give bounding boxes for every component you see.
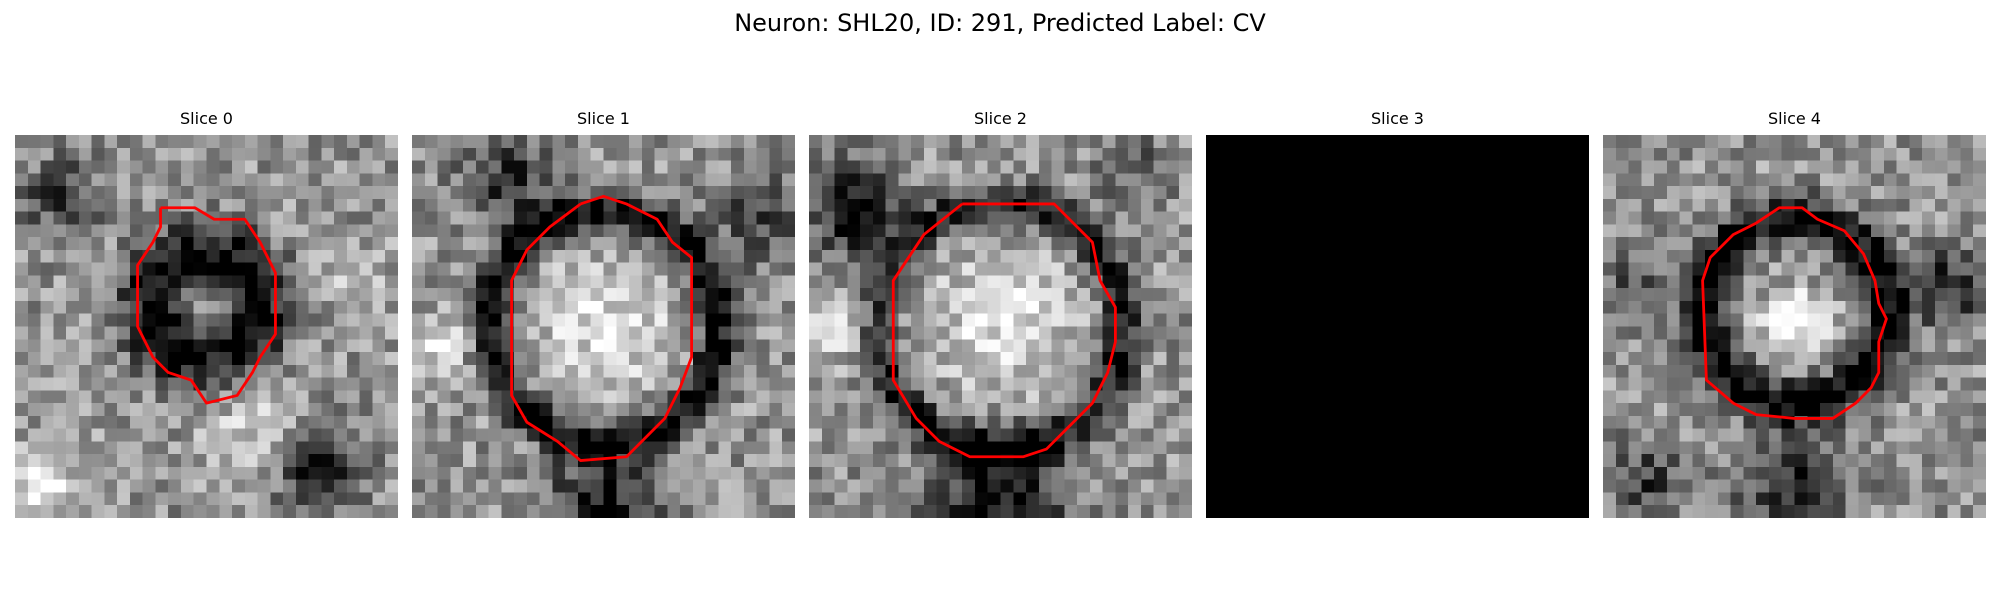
slice-panel-2: Slice 2 [809,108,1192,518]
slice-image-0 [15,135,398,518]
blank-slice [1206,135,1589,518]
slice-pixels-2 [809,135,1192,518]
slice-title-3: Slice 3 [1371,109,1424,128]
slice-pixels-0 [15,135,398,518]
slice-image-4 [1603,135,1986,518]
slice-pixels-4 [1603,135,1986,518]
slice-image-3 [1206,135,1589,518]
slice-panel-0: Slice 0 [15,108,398,518]
slice-title-4: Slice 4 [1768,109,1821,128]
slice-pixels-3 [1206,135,1589,518]
segmentation-contour-0 [136,206,277,405]
slice-panel-1: Slice 1 [412,108,795,518]
slice-image-1 [412,135,795,518]
slice-image-2 [809,135,1192,518]
slice-pixels-1 [412,135,795,518]
segmentation-contour-4 [1701,206,1888,420]
slice-title-2: Slice 2 [974,109,1027,128]
figure-title: Neuron: SHL20, ID: 291, Predicted Label:… [734,9,1266,37]
slice-title-0: Slice 0 [180,109,233,128]
slice-panel-3: Slice 3 [1206,108,1589,518]
segmentation-contour-2 [891,202,1117,459]
segmentation-contour-1 [510,194,693,462]
slice-title-1: Slice 1 [577,109,630,128]
slice-panel-4: Slice 4 [1603,108,1986,518]
